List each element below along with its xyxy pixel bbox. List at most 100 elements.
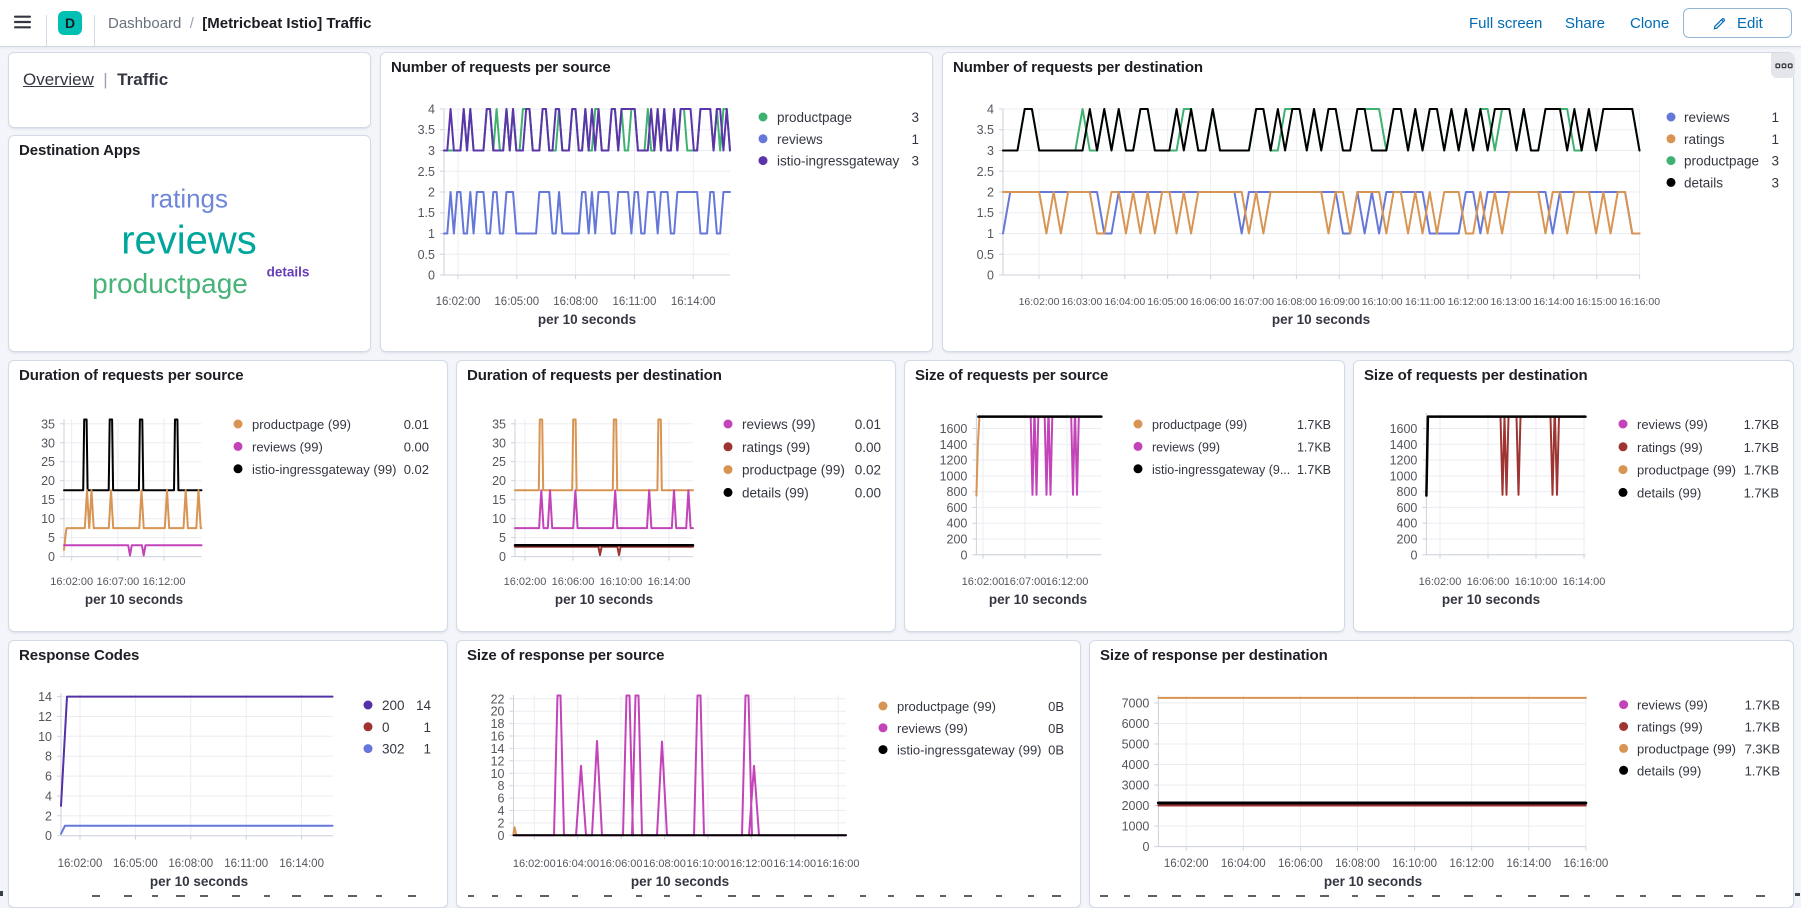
svg-text:1.7KB: 1.7KB [1744, 440, 1779, 455]
svg-text:16:14:00: 16:14:00 [279, 858, 324, 870]
svg-text:4: 4 [428, 103, 435, 117]
svg-text:1000: 1000 [1122, 820, 1150, 834]
svg-text:istio-ingressgateway: istio-ingressgateway [777, 154, 900, 169]
svg-text:2: 2 [498, 816, 505, 830]
svg-text:4: 4 [498, 804, 505, 818]
svg-text:16:06:00: 16:06:00 [1467, 576, 1510, 588]
svg-text:0B: 0B [1048, 743, 1064, 758]
svg-text:0: 0 [960, 548, 967, 562]
svg-text:per 10 seconds: per 10 seconds [538, 312, 636, 327]
svg-text:16:14:00: 16:14:00 [671, 296, 716, 308]
svg-text:16:14:00: 16:14:00 [648, 576, 691, 588]
svg-text:2: 2 [987, 186, 994, 200]
svg-text:16:02:00: 16:02:00 [436, 296, 481, 308]
svg-text:reviews (99): reviews (99) [1637, 417, 1708, 432]
svg-text:6: 6 [498, 792, 505, 806]
svg-text:20: 20 [491, 705, 505, 719]
svg-text:3: 3 [987, 144, 994, 158]
svg-text:productpage (99): productpage (99) [252, 417, 351, 432]
svg-text:0B: 0B [1048, 699, 1064, 714]
svg-text:per 10 seconds: per 10 seconds [555, 592, 653, 607]
svg-text:35: 35 [41, 417, 55, 431]
svg-text:0.01: 0.01 [855, 417, 881, 432]
svg-text:1200: 1200 [1390, 454, 1418, 468]
svg-text:details (99): details (99) [1637, 485, 1701, 500]
svg-text:16:02:00: 16:02:00 [1164, 858, 1209, 870]
svg-text:16:02:00: 16:02:00 [50, 576, 93, 588]
svg-text:16:14:00: 16:14:00 [773, 858, 816, 870]
svg-text:16:12:00: 16:12:00 [1448, 296, 1489, 308]
svg-text:ratings (99): ratings (99) [1637, 720, 1703, 735]
svg-text:1.5: 1.5 [418, 206, 435, 220]
svg-text:per 10 seconds: per 10 seconds [150, 874, 248, 889]
svg-text:16:08:00: 16:08:00 [1276, 296, 1317, 308]
svg-text:1.7KB: 1.7KB [1745, 763, 1780, 778]
svg-text:1: 1 [1771, 132, 1779, 147]
svg-text:7.3KB: 7.3KB [1745, 741, 1780, 756]
svg-text:3.5: 3.5 [418, 123, 435, 137]
svg-text:1.7KB: 1.7KB [1745, 720, 1780, 735]
svg-text:16:11:00: 16:11:00 [612, 296, 656, 308]
svg-text:16:12:00: 16:12:00 [1449, 858, 1494, 870]
svg-text:5: 5 [48, 531, 55, 545]
svg-text:16:02:00: 16:02:00 [513, 858, 556, 870]
svg-text:16:10:00: 16:10:00 [600, 576, 643, 588]
svg-text:3: 3 [1771, 175, 1779, 190]
svg-text:1: 1 [987, 227, 994, 241]
svg-text:productpage (99): productpage (99) [1637, 463, 1736, 478]
svg-text:2000: 2000 [1122, 799, 1150, 813]
svg-text:per 10 seconds: per 10 seconds [85, 592, 183, 607]
svg-text:3: 3 [428, 144, 435, 158]
svg-text:0: 0 [48, 550, 55, 564]
svg-text:3: 3 [1771, 154, 1779, 169]
svg-text:14: 14 [416, 698, 432, 713]
svg-text:16:14:00: 16:14:00 [1563, 576, 1606, 588]
svg-text:0.5: 0.5 [418, 248, 435, 262]
svg-text:800: 800 [1397, 485, 1418, 499]
svg-text:16:02:00: 16:02:00 [58, 858, 103, 870]
svg-text:ratings (99): ratings (99) [1637, 440, 1703, 455]
svg-text:2.5: 2.5 [418, 165, 435, 179]
svg-text:reviews (99): reviews (99) [897, 721, 968, 736]
svg-text:0.00: 0.00 [855, 485, 881, 500]
svg-text:16:05:00: 16:05:00 [1147, 296, 1188, 308]
svg-text:1200: 1200 [940, 454, 968, 468]
svg-text:16:04:00: 16:04:00 [1104, 296, 1145, 308]
svg-text:0: 0 [382, 720, 390, 735]
svg-text:10: 10 [38, 730, 52, 744]
svg-text:1400: 1400 [1390, 438, 1418, 452]
svg-text:1: 1 [423, 720, 431, 735]
svg-text:1600: 1600 [940, 422, 968, 436]
svg-text:2.5: 2.5 [977, 165, 994, 179]
svg-text:200: 200 [947, 533, 968, 547]
svg-text:productpage (99): productpage (99) [742, 463, 845, 478]
svg-text:16:08:00: 16:08:00 [643, 858, 686, 870]
svg-text:0.00: 0.00 [855, 440, 881, 455]
svg-text:16:07:00: 16:07:00 [96, 576, 139, 588]
svg-text:8: 8 [45, 750, 52, 764]
svg-text:1: 1 [911, 132, 919, 147]
svg-text:5: 5 [499, 531, 506, 545]
svg-text:4000: 4000 [1122, 758, 1150, 772]
svg-text:per 10 seconds: per 10 seconds [1272, 312, 1370, 327]
svg-text:productpage: productpage [777, 110, 852, 125]
svg-text:16:02:00: 16:02:00 [962, 576, 1005, 588]
svg-text:16:06:00: 16:06:00 [1190, 296, 1231, 308]
svg-text:productpage: productpage [1684, 154, 1759, 169]
svg-text:16:10:00: 16:10:00 [1362, 296, 1403, 308]
svg-text:10: 10 [492, 512, 506, 526]
svg-text:16:14:00: 16:14:00 [1533, 296, 1574, 308]
svg-text:4: 4 [45, 790, 52, 804]
svg-text:1.5: 1.5 [977, 206, 994, 220]
svg-text:6: 6 [45, 770, 52, 784]
svg-text:details: details [1684, 175, 1723, 190]
svg-text:200: 200 [382, 698, 405, 713]
svg-text:istio-ingressgateway (99): istio-ingressgateway (99) [897, 743, 1042, 758]
svg-text:1.7KB: 1.7KB [1297, 463, 1331, 477]
svg-text:3: 3 [911, 154, 919, 169]
svg-text:16:10:00: 16:10:00 [1392, 858, 1437, 870]
svg-text:600: 600 [947, 501, 968, 515]
svg-text:1.7KB: 1.7KB [1744, 417, 1779, 432]
svg-text:2: 2 [428, 186, 435, 200]
svg-text:16:12:00: 16:12:00 [143, 576, 186, 588]
